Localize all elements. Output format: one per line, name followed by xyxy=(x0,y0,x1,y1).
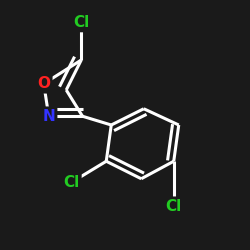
Text: Cl: Cl xyxy=(166,199,182,214)
Text: N: N xyxy=(42,109,55,124)
Text: Cl: Cl xyxy=(73,15,90,30)
Text: O: O xyxy=(37,76,50,91)
Text: Cl: Cl xyxy=(63,175,80,190)
